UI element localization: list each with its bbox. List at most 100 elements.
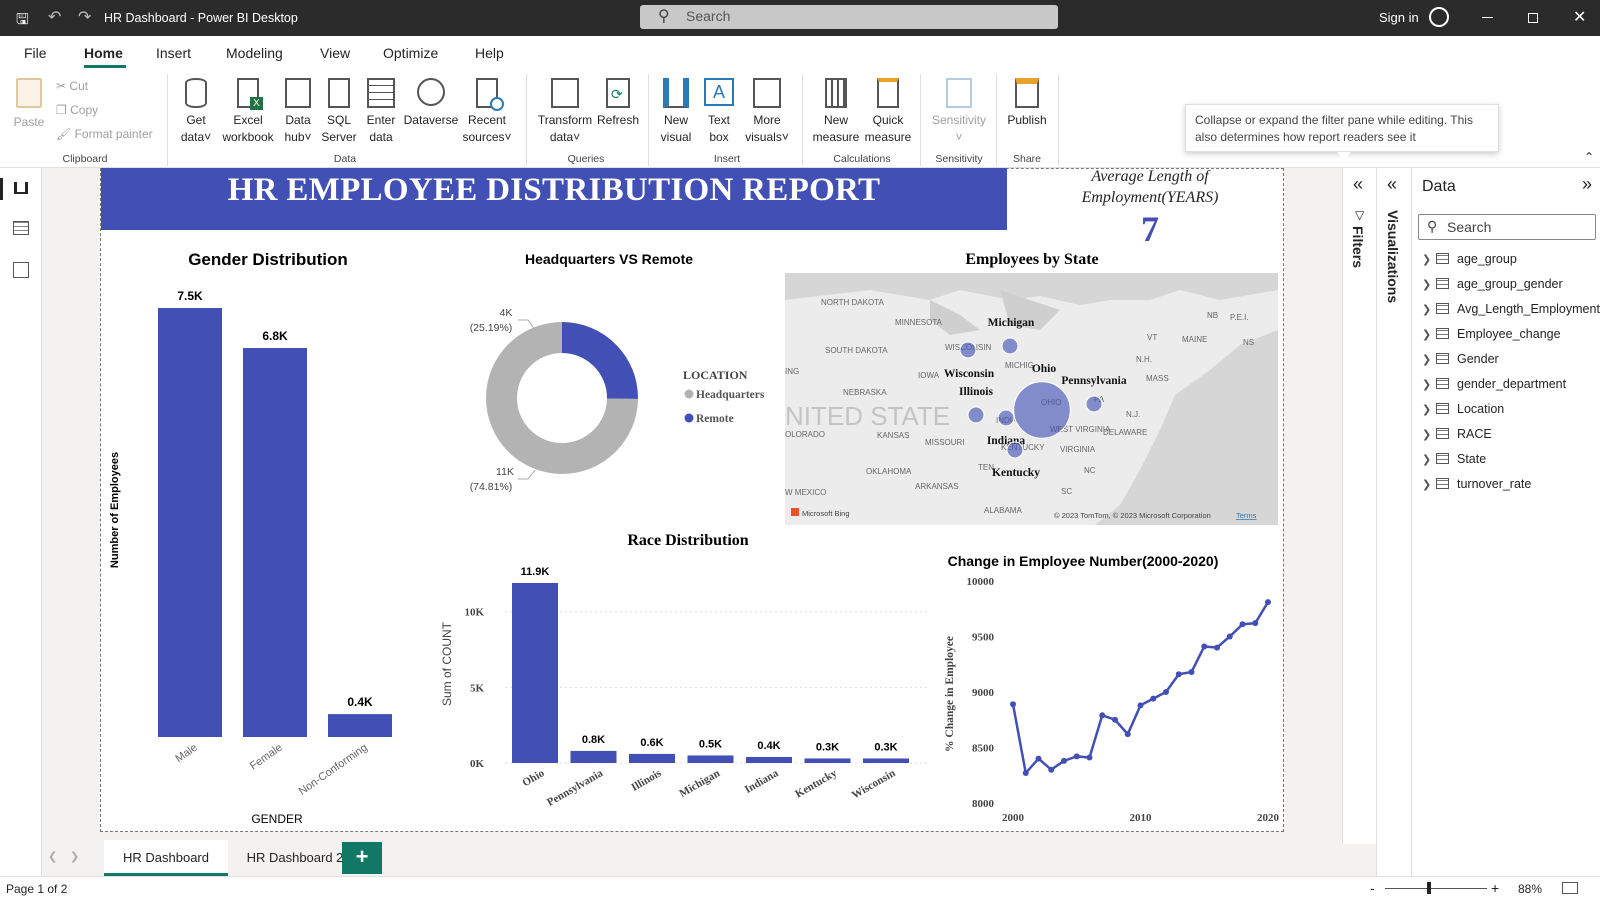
chevron-right-icon[interactable]: ❯ xyxy=(1422,304,1432,316)
group-sensitivity: Sensitivity xyxy=(935,153,983,165)
chevron-right-icon[interactable]: ❯ xyxy=(1422,479,1432,491)
menu-help[interactable]: Help xyxy=(475,45,504,61)
field-label: Location xyxy=(1457,402,1505,416)
zoom-slider[interactable] xyxy=(1385,888,1487,889)
dataverse-button[interactable]: Dataverse xyxy=(402,78,460,129)
refresh-icon: ⟳ xyxy=(606,78,630,108)
user-icon[interactable] xyxy=(1429,7,1449,27)
cut-button[interactable]: ✂ Cut xyxy=(56,79,89,93)
new-visual-button[interactable]: New visual xyxy=(656,78,696,146)
excel-workbook-button[interactable]: X Excel workbook xyxy=(220,78,276,146)
filters-label[interactable]: Filters xyxy=(1350,226,1366,269)
chevron-right-icon[interactable]: ❯ xyxy=(1422,404,1432,416)
chevron-right-icon[interactable]: ❯ xyxy=(1422,254,1432,266)
search-box[interactable]: ⚲ Search xyxy=(640,5,1058,29)
field-table-age-group[interactable]: ❯ age_group xyxy=(1422,252,1517,272)
enter-data-button[interactable]: Enter data xyxy=(362,78,400,146)
data-hub-button[interactable]: Data hub˅ xyxy=(278,78,318,146)
report-title: HR EMPLOYEE DISTRIBUTION REPORT xyxy=(227,172,881,208)
add-page-button[interactable]: + xyxy=(342,842,382,874)
report-view-icon[interactable] xyxy=(0,178,3,200)
table-icon xyxy=(1436,453,1449,464)
visualizations-label[interactable]: Visualizations xyxy=(1385,210,1401,304)
separator xyxy=(920,74,921,166)
copy-button[interactable]: ❐ Copy xyxy=(56,103,99,117)
search-icon: ⚲ xyxy=(1427,218,1438,234)
quick-measure-button[interactable]: Quick measure xyxy=(860,78,916,146)
chevron-right-icon[interactable]: ❯ xyxy=(1422,329,1432,341)
filters-pane[interactable]: « ▽ Filters xyxy=(1342,168,1376,844)
zoom-slider-thumb[interactable] xyxy=(1427,882,1431,894)
minimize-icon[interactable] xyxy=(1482,17,1493,18)
menu-optimize[interactable]: Optimize xyxy=(383,45,439,61)
table-icon xyxy=(1436,253,1449,264)
chevron-right-icon[interactable]: ❯ xyxy=(1422,354,1432,366)
refresh-button[interactable]: ⟳ Refresh xyxy=(596,78,640,129)
sql-icon xyxy=(328,78,350,108)
menu-modeling[interactable]: Modeling xyxy=(226,45,283,61)
table-view-icon[interactable] xyxy=(13,221,29,235)
separator xyxy=(802,74,803,166)
paste-button[interactable]: Paste xyxy=(10,78,48,131)
tab-hr-dashboard-2[interactable]: HR Dashboard 2 xyxy=(246,850,344,865)
data-search-box[interactable]: ⚲ Search xyxy=(1418,214,1596,240)
table-icon xyxy=(1436,403,1449,414)
publish-button[interactable]: Publish xyxy=(1004,78,1050,129)
field-table-state[interactable]: ❯ State xyxy=(1422,452,1486,472)
visualizations-pane[interactable]: « Visualizations xyxy=(1376,168,1411,876)
field-table-race[interactable]: ❯ RACE xyxy=(1422,427,1492,447)
fit-page-icon[interactable] xyxy=(1562,882,1578,894)
report-view-bars-icon[interactable] xyxy=(14,182,28,194)
get-data-button[interactable]: Get data˅ xyxy=(173,78,219,146)
report-page[interactable] xyxy=(100,168,1284,832)
field-label: age_group_gender xyxy=(1457,277,1563,291)
next-page-icon[interactable]: ❯ xyxy=(70,851,80,863)
collapse-filters-icon[interactable]: « xyxy=(1353,174,1364,194)
collapse-viz-icon[interactable]: « xyxy=(1387,174,1398,194)
sensitivity-button[interactable]: Sensitivity ˅ xyxy=(928,78,990,146)
text-box-button[interactable]: A Text box xyxy=(700,78,738,146)
menu-view[interactable]: View xyxy=(320,45,351,61)
field-table-employee-change[interactable]: ❯ Employee_change xyxy=(1422,327,1561,347)
format-painter-button[interactable]: 🖌 Format painter xyxy=(56,127,153,141)
undo-icon[interactable]: ↶ xyxy=(48,9,62,26)
chevron-right-icon[interactable]: ❯ xyxy=(1422,279,1432,291)
new-measure-button[interactable]: New measure xyxy=(808,78,864,146)
recent-sources-button[interactable]: Recent sources˅ xyxy=(460,78,514,146)
field-table-turnover-rate[interactable]: ❯ turnover_rate xyxy=(1422,477,1531,497)
field-table-gender-department[interactable]: ❯ gender_department xyxy=(1422,377,1566,397)
more-visuals-button[interactable]: More visuals˅ xyxy=(742,78,792,146)
menu-home[interactable]: Home xyxy=(84,45,123,61)
menu-insert[interactable]: Insert xyxy=(156,45,192,61)
table-icon xyxy=(1436,303,1449,314)
model-view-icon[interactable] xyxy=(13,262,29,278)
field-table-age-group-gender[interactable]: ❯ age_group_gender xyxy=(1422,277,1563,297)
zoom-in-button[interactable]: + xyxy=(1491,880,1500,896)
redo-icon[interactable]: ↷ xyxy=(78,9,92,26)
restore-icon[interactable] xyxy=(1528,13,1538,23)
field-table-location[interactable]: ❯ Location xyxy=(1422,402,1504,422)
copy-icon: ❐ xyxy=(56,103,67,117)
save-icon[interactable]: 🖫 xyxy=(16,11,29,28)
field-table-avg-length-employment[interactable]: ❯ Avg_Length_Employment xyxy=(1422,302,1600,322)
chevron-right-icon[interactable]: ❯ xyxy=(1422,379,1432,391)
collapse-ribbon-icon[interactable]: ⌃ xyxy=(1584,150,1595,164)
field-table-gender[interactable]: ❯ Gender xyxy=(1422,352,1499,372)
bar-chart-icon xyxy=(663,78,689,108)
chevron-right-icon[interactable]: ❯ xyxy=(1422,429,1432,441)
filter-pane-tooltip: Collapse or expand the filter pane while… xyxy=(1185,104,1499,152)
zoom-out-button[interactable]: - xyxy=(1370,880,1375,896)
page-tab-bar: ❮ ❯ HR Dashboard HR Dashboard 2 + xyxy=(42,840,1342,876)
prev-page-icon[interactable]: ❮ xyxy=(48,851,58,863)
data-hub-icon xyxy=(285,78,311,108)
sql-server-button[interactable]: SQL Server xyxy=(320,78,358,146)
menu-file[interactable]: File xyxy=(24,45,47,61)
sign-in-link[interactable]: Sign in xyxy=(1379,10,1419,25)
transform-data-button[interactable]: Transform data˅ xyxy=(536,78,594,146)
title-banner xyxy=(101,168,1007,230)
tab-hr-dashboard[interactable]: HR Dashboard xyxy=(104,840,228,876)
close-icon[interactable]: ✕ xyxy=(1573,9,1587,26)
expand-data-icon[interactable]: » xyxy=(1582,174,1593,194)
chevron-right-icon[interactable]: ❯ xyxy=(1422,454,1432,466)
tooltip-arrow xyxy=(1337,152,1351,160)
